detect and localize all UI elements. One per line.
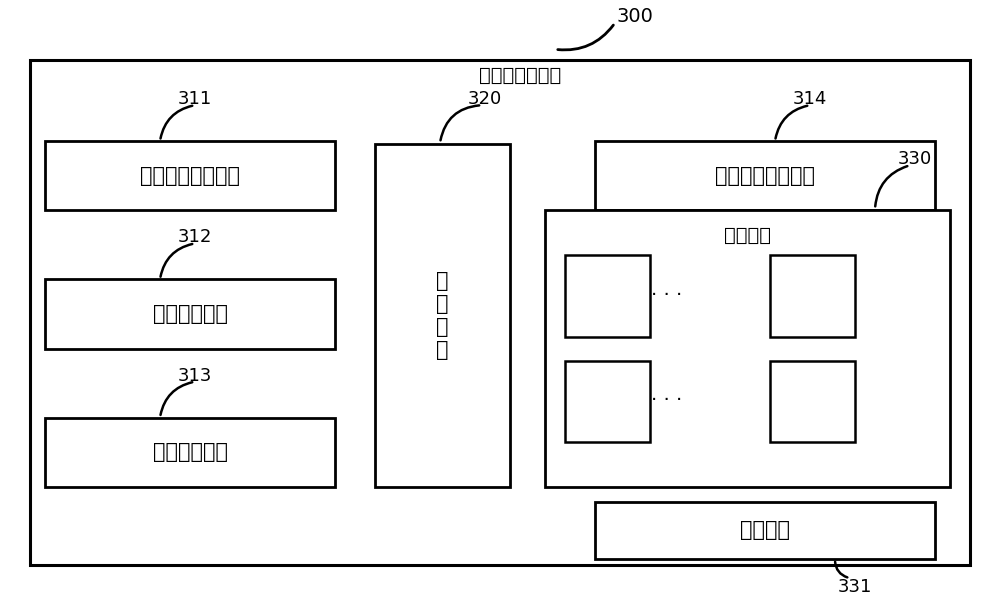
Text: 控
制
单
元: 控 制 单 元 — [436, 270, 449, 361]
Bar — [375, 144, 510, 487]
Bar — [595, 141, 935, 210]
Text: 300: 300 — [617, 7, 653, 26]
FancyArrowPatch shape — [161, 106, 192, 138]
Text: 312: 312 — [178, 228, 212, 246]
FancyArrowPatch shape — [161, 244, 192, 276]
Bar — [45, 279, 335, 349]
Bar — [45, 418, 335, 487]
Bar — [545, 210, 950, 487]
Text: 计算单元: 计算单元 — [740, 520, 790, 540]
Bar — [45, 141, 335, 210]
FancyArrowPatch shape — [875, 166, 907, 206]
Text: 输出数据存储单元: 输出数据存储单元 — [715, 166, 815, 186]
Bar — [770, 361, 855, 442]
Bar — [565, 255, 650, 337]
Text: 计算单元: 计算单元 — [724, 226, 771, 245]
Bar — [595, 502, 935, 559]
FancyArrowPatch shape — [776, 106, 807, 138]
Text: · · ·: · · · — [651, 391, 683, 410]
Text: 330: 330 — [898, 150, 932, 168]
Bar — [30, 60, 970, 565]
Text: 313: 313 — [178, 367, 212, 385]
Text: 311: 311 — [178, 90, 212, 108]
Bar — [770, 255, 855, 337]
FancyArrowPatch shape — [161, 382, 192, 415]
Bar — [565, 361, 650, 442]
FancyArrowPatch shape — [441, 105, 479, 140]
Text: 神经网络处理器: 神经网络处理器 — [479, 66, 561, 85]
Text: 输入数据存储单元: 输入数据存储单元 — [140, 166, 240, 186]
FancyArrowPatch shape — [835, 562, 847, 578]
Text: 331: 331 — [838, 578, 872, 596]
FancyArrowPatch shape — [558, 25, 613, 50]
Text: 314: 314 — [793, 90, 827, 108]
Text: 320: 320 — [468, 90, 502, 108]
Text: · · ·: · · · — [651, 286, 683, 305]
Text: 权重存储单元: 权重存储单元 — [152, 304, 228, 324]
Text: 指令存储单元: 指令存储单元 — [152, 442, 228, 462]
